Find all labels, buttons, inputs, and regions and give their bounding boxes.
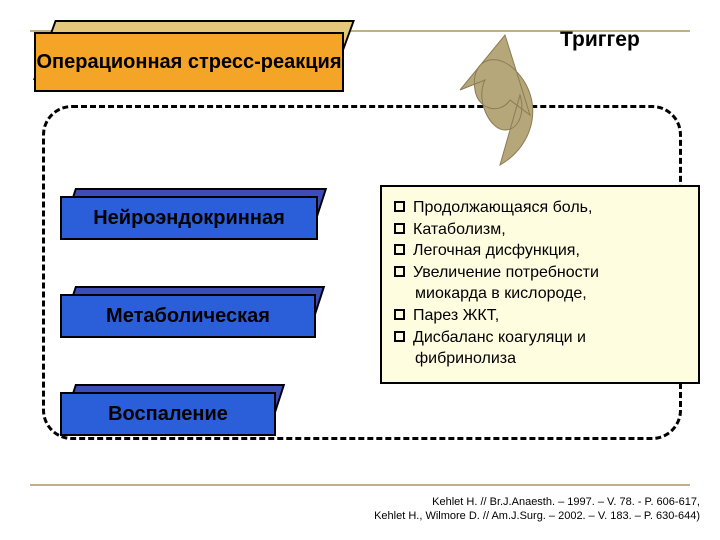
list-item-continuation: фибринолиза [415, 348, 686, 370]
list-item-text: Дисбаланс коагуляци и [413, 327, 586, 349]
outcome-list: Продолжающаяся боль, Катаболизм, Легочна… [394, 197, 686, 370]
list-item-text: Катаболизм, [413, 219, 506, 241]
list-item-text: Увеличение потребности [413, 262, 599, 284]
list-item: Увеличение потребности [394, 262, 686, 284]
list-item: Легочная дисфункция, [394, 240, 686, 262]
bottom-rule [30, 484, 690, 486]
list-item-text: Продолжающаяся боль, [413, 197, 592, 219]
list-item: Продолжающаяся боль, [394, 197, 686, 219]
blue-bar-label: Воспаление [60, 392, 276, 436]
citations: Kehlet H. // Br.J.Anaesth. – 1997. – V. … [330, 496, 700, 524]
trigger-arrow [435, 20, 565, 170]
list-item: Катаболизм, [394, 219, 686, 241]
blue-bar-label: Метаболическая [60, 294, 316, 338]
checkbox-icon [394, 223, 405, 234]
title-text: Операционная стресс-реакция [34, 32, 344, 92]
list-item: Дисбаланс коагуляци и [394, 327, 686, 349]
list-item-text: Легочная дисфункция, [413, 240, 580, 262]
outcome-list-box: Продолжающаяся боль, Катаболизм, Легочна… [380, 185, 700, 384]
list-item: Парез ЖКТ, [394, 305, 686, 327]
list-item-text: Парез ЖКТ, [413, 305, 499, 327]
checkbox-icon [394, 244, 405, 255]
checkbox-icon [394, 266, 405, 277]
checkbox-icon [394, 331, 405, 342]
trigger-label: Триггер [560, 28, 640, 52]
list-item-continuation: миокарда в кислороде, [415, 283, 686, 305]
blue-bar-label: Нейроэндокринная [60, 196, 318, 240]
citation-1: Kehlet H. // Br.J.Anaesth. – 1997. – V. … [330, 496, 700, 510]
citation-2: Kehlet H., Wilmore D. // Am.J.Surg. – 20… [330, 510, 700, 524]
checkbox-icon [394, 201, 405, 212]
checkbox-icon [394, 309, 405, 320]
